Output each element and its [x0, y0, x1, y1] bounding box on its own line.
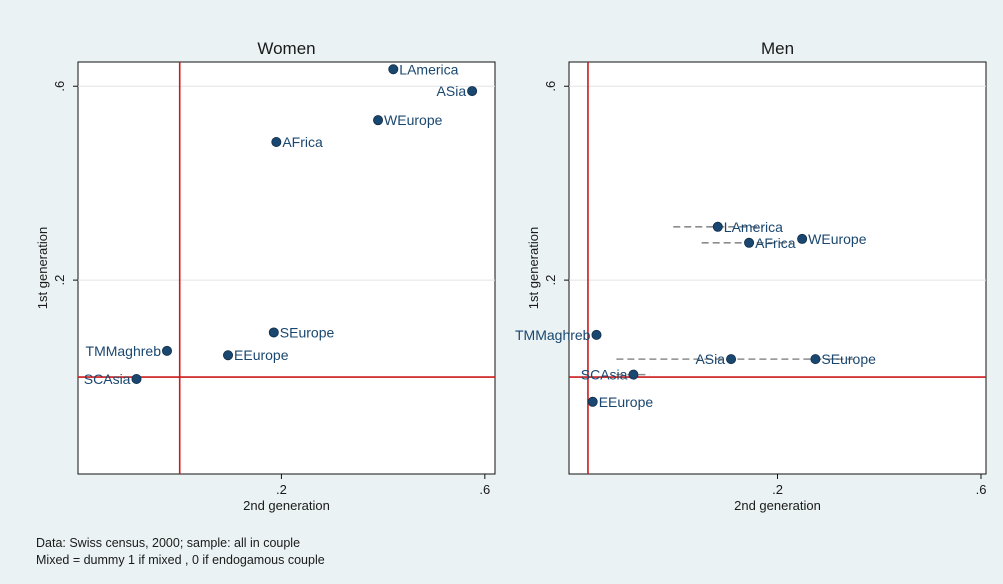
men-point-eeurope	[587, 396, 598, 407]
women-y-axis-label: 1st generation	[35, 227, 50, 309]
men-data-label-eeurope: EEurope	[599, 394, 654, 410]
men-point-asia	[726, 354, 737, 365]
men-point-lamerica	[712, 221, 723, 232]
men-x-axis-label: 2nd generation	[734, 498, 821, 513]
women-point-weurope	[373, 115, 384, 126]
men-data-label-tmmaghreb: TMMaghreb	[515, 327, 591, 343]
women-x-tick-label: .6	[479, 482, 490, 497]
men-y-axis-label: 1st generation	[526, 227, 541, 309]
men-point-weurope	[797, 233, 808, 244]
men-point-africa	[744, 237, 755, 248]
women-x-axis-label: 2nd generation	[243, 498, 330, 513]
men-point-tmmaghreb	[591, 329, 602, 340]
women-data-label-asia: ASia	[437, 83, 467, 99]
footnote-mixed-definition: Mixed = dummy 1 if mixed , 0 if endogamo…	[36, 553, 325, 567]
women-plot-area	[77, 61, 496, 475]
men-data-label-lamerica: LAmerica	[724, 219, 783, 235]
men-y-tick-label: .6	[543, 81, 558, 92]
women-point-tmmaghreb	[161, 345, 172, 356]
men-x-tick-label: .6	[976, 482, 987, 497]
women-point-lamerica	[388, 64, 399, 75]
footnote-data-source: Data: Swiss census, 2000; sample: all in…	[36, 536, 301, 550]
women-data-label-seurope: SEurope	[280, 324, 335, 340]
women-y-tick-label: .6	[52, 81, 67, 92]
men-y-tick-label: .2	[543, 275, 558, 286]
men-chart-title: Men	[761, 39, 794, 58]
women-data-label-lamerica: LAmerica	[399, 61, 458, 77]
women-point-asia	[467, 86, 478, 97]
men-plot-area	[568, 61, 987, 475]
women-point-scasia	[131, 373, 142, 384]
women-point-africa	[271, 136, 282, 147]
women-x-tick-label: .2	[276, 482, 287, 497]
women-data-label-africa: AFrica	[282, 134, 323, 150]
women-chart-title: Women	[257, 39, 315, 58]
men-data-label-weurope: WEurope	[808, 231, 867, 247]
women-data-label-tmmaghreb: TMMaghreb	[86, 343, 162, 359]
men-point-scasia	[628, 369, 639, 380]
men-data-label-seurope: SEurope	[821, 351, 876, 367]
women-data-label-eeurope: EEurope	[234, 347, 289, 363]
women-point-seurope	[268, 327, 279, 338]
women-y-tick-label: .2	[52, 275, 67, 286]
women-data-label-scasia: SCAsia	[84, 371, 131, 387]
women-point-eeurope	[223, 350, 234, 361]
women-data-label-weurope: WEurope	[384, 112, 443, 128]
men-data-label-asia: ASia	[695, 351, 725, 367]
men-data-label-africa: AFrica	[755, 235, 796, 251]
men-point-seurope	[810, 354, 821, 365]
men-x-tick-label: .2	[772, 482, 783, 497]
men-data-label-scasia: SCAsia	[581, 367, 628, 383]
